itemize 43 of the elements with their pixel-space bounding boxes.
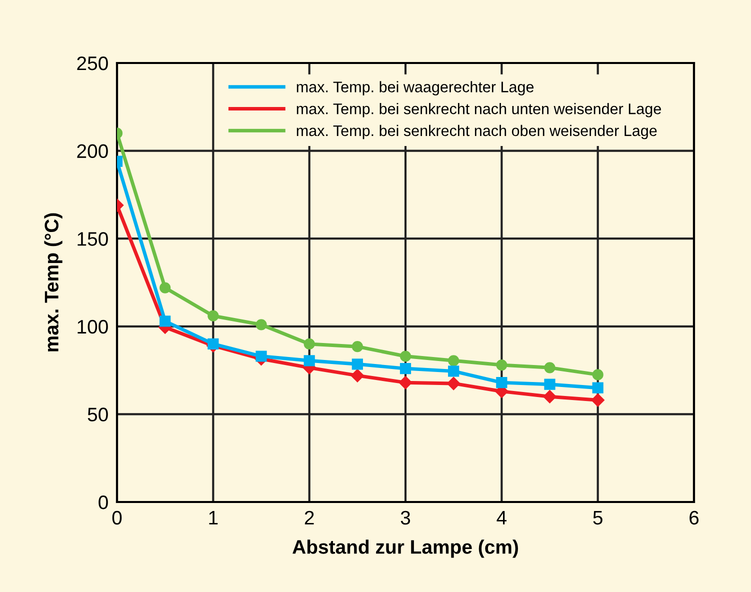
x-axis-title: Abstand zur Lampe (cm) [292,540,518,558]
point [208,338,219,350]
y-tick-label: 0 [98,495,108,510]
point [448,366,460,377]
point [544,378,556,390]
x-tick-label: 2 [304,510,314,524]
point [446,376,460,390]
legend-label: max. Temp. bei senkrecht nach unten weisender Lage [296,103,661,118]
x-tick-label: 6 [690,510,699,525]
point [544,362,556,374]
point [350,368,364,382]
point [592,369,604,380]
point [352,341,363,352]
point [256,319,267,330]
y-tick-label: 150 [78,232,108,246]
point [496,359,508,371]
x-tick-label: 1 [209,511,218,524]
point [160,282,171,294]
point [400,362,412,374]
y-tick-label: 250 [77,56,108,70]
point [398,376,412,390]
x-tick-label: 3 [400,510,410,525]
point [448,355,460,366]
point [592,382,604,394]
x-tick-label: 4 [496,511,507,524]
point [400,350,412,362]
x-tick-label: 5 [593,511,602,525]
y-tick-label: 200 [77,144,108,158]
point [496,377,508,388]
point [304,355,315,366]
point [256,350,267,362]
point [352,358,363,370]
y-axis-title: max. Temp (°C) [44,213,62,352]
point [208,310,219,322]
point [591,394,604,407]
y-tick-label: 50 [88,408,108,422]
point [160,316,171,327]
x-tick-label: 0 [112,510,122,525]
legend-label: max. Temp. bei waagerechter Lage [296,81,534,96]
point [304,338,315,350]
legend-label: max. Temp. bei senkrecht nach oben weisender Lage [296,124,657,140]
y-tick-label: 100 [78,320,108,334]
point [543,390,556,404]
